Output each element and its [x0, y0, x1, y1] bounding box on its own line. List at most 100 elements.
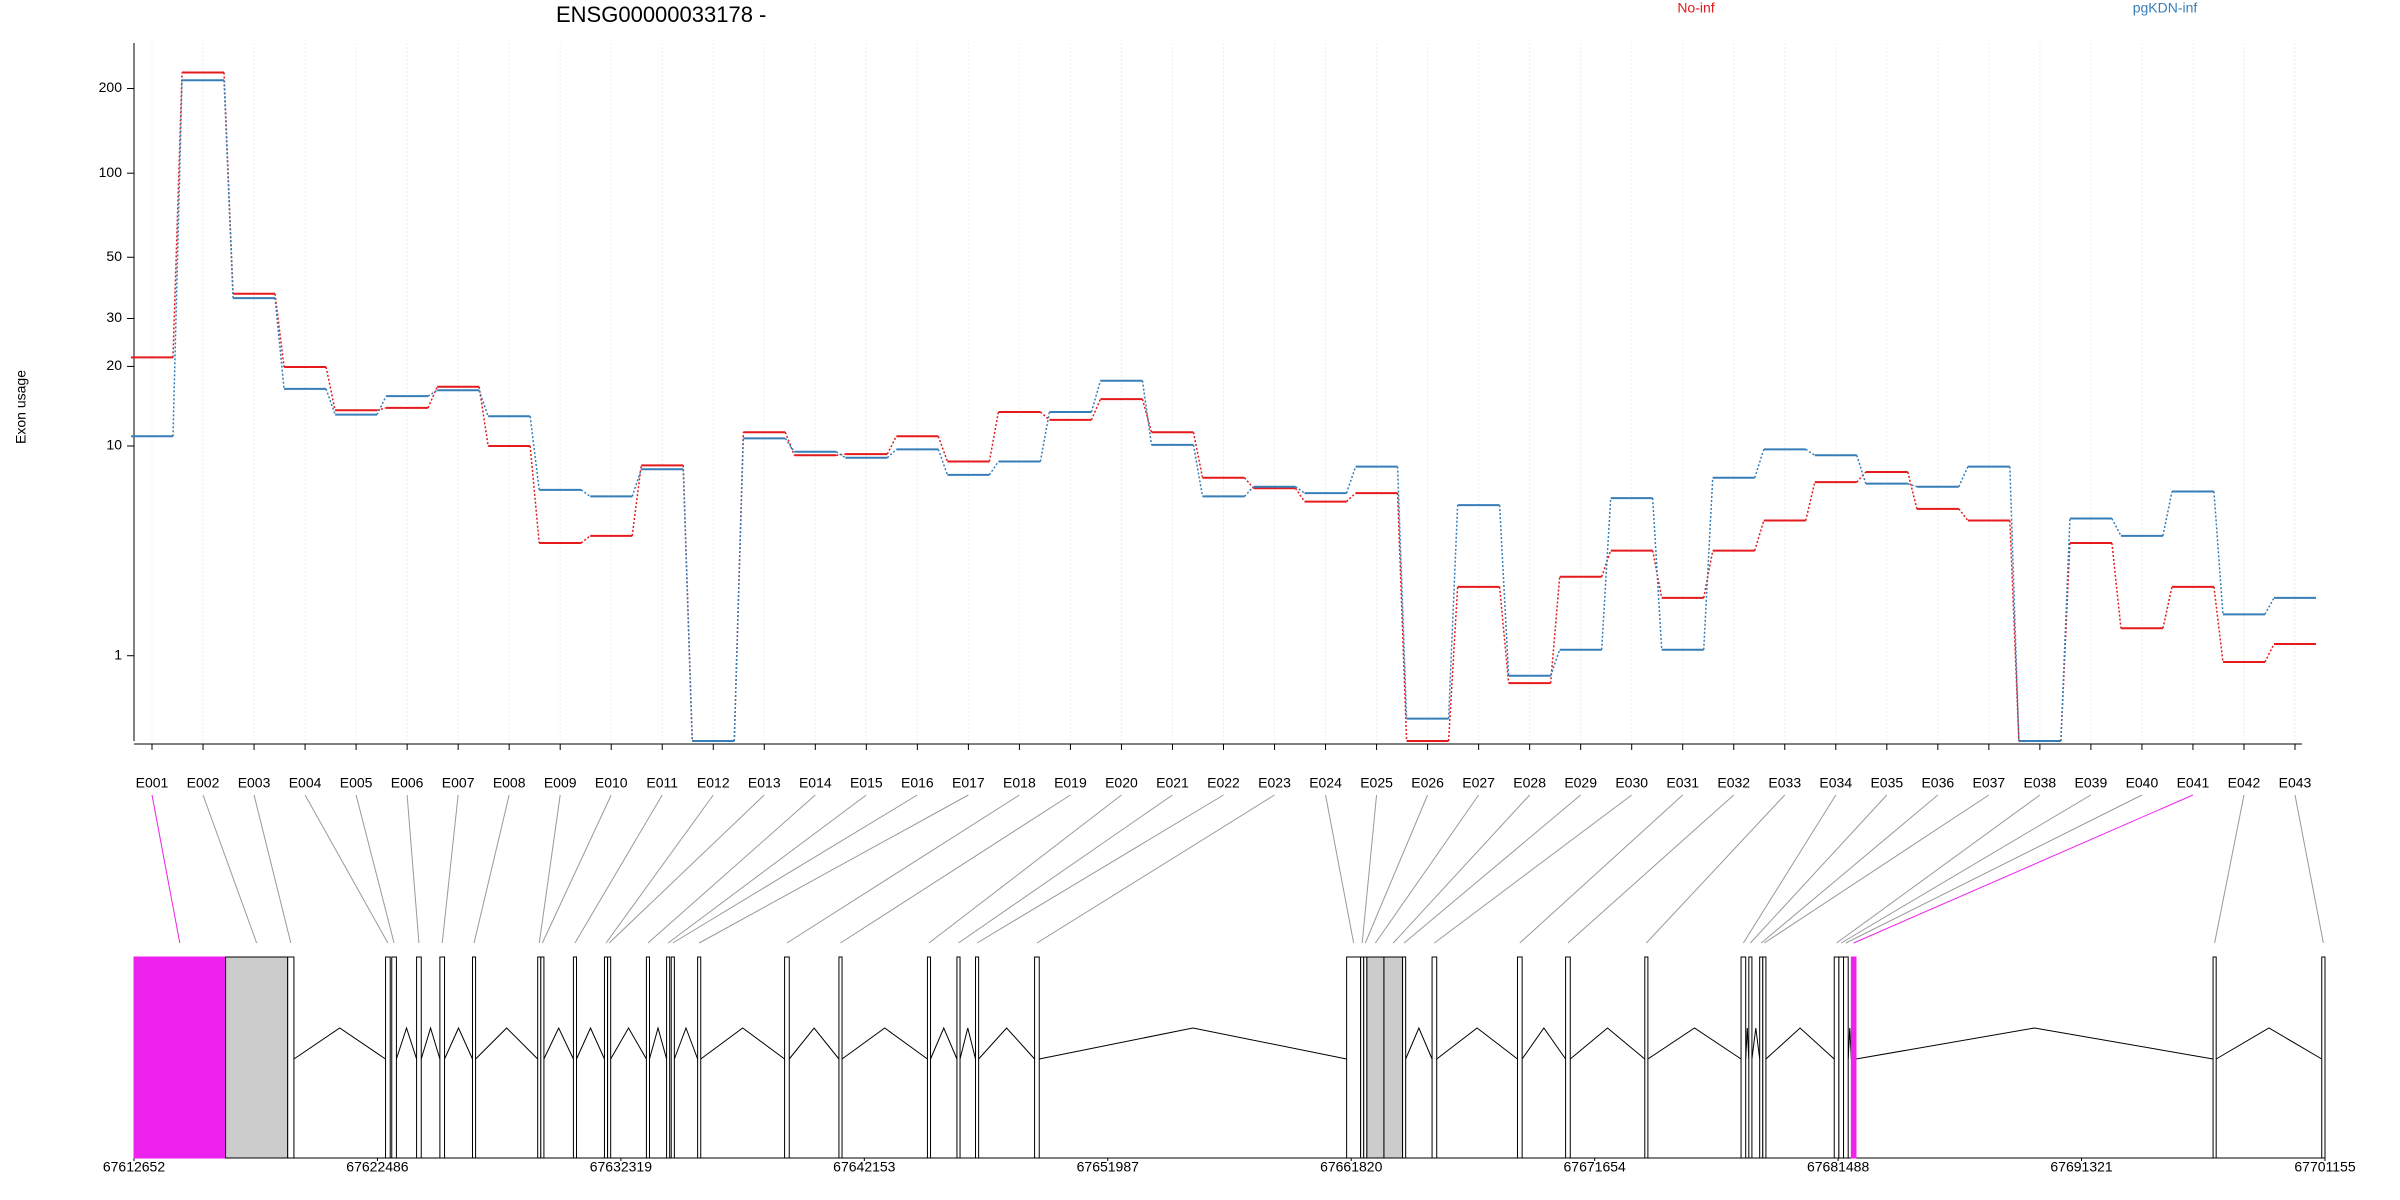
- intron: [1855, 1027, 2214, 1060]
- step-connector: [1651, 498, 1663, 650]
- legend-label: pgKDN-inf: [2133, 0, 2198, 16]
- exon-box: [2321, 956, 2326, 1159]
- exon-box: [2212, 956, 2217, 1159]
- step-connector: [988, 411, 1000, 462]
- step-connector: [1549, 576, 1561, 684]
- chart-title: ENSG00000033178 -: [556, 2, 766, 27]
- exon-link: [1764, 794, 1990, 944]
- x-tick-label: E019: [1054, 775, 1087, 791]
- x-tick-label: E011: [646, 775, 678, 791]
- intron: [1847, 1027, 1852, 1060]
- intron: [1436, 1027, 1518, 1060]
- exon-link: [1853, 794, 2194, 944]
- x-tick-label: E024: [1309, 775, 1342, 791]
- step-connector: [631, 465, 642, 536]
- genomic-tick-label: 67661820: [1320, 1159, 1383, 1175]
- intron: [1569, 1027, 1646, 1060]
- x-tick-label: E027: [1462, 775, 1495, 791]
- exon-link: [304, 794, 389, 944]
- x-tick-label: E043: [2279, 775, 2312, 791]
- step-connector: [1447, 586, 1459, 742]
- step-connector: [835, 451, 846, 459]
- intron: [444, 1026, 473, 1060]
- x-tick-label: E010: [595, 775, 628, 791]
- exon-box: [287, 956, 295, 1159]
- genomic-tick-label: 67612652: [103, 1159, 166, 1175]
- step-connector: [631, 469, 642, 497]
- exon-box: [607, 956, 612, 1159]
- step-connector: [2162, 586, 2173, 629]
- step-connector: [1754, 449, 1765, 478]
- step-connector: [1549, 649, 1561, 676]
- exon-link: [698, 794, 969, 944]
- exon-box: [1366, 956, 1385, 1159]
- exon-link: [786, 794, 1020, 944]
- exon-box: [1346, 956, 1362, 1159]
- step-connector: [172, 80, 183, 437]
- genomic-tick-label: 67632319: [590, 1159, 653, 1175]
- exon-link: [647, 794, 816, 944]
- exon-box: [1740, 956, 1747, 1159]
- step-connector: [376, 407, 387, 412]
- step-connector: [2162, 491, 2173, 536]
- step-connector: [886, 448, 897, 459]
- intron: [930, 1026, 958, 1060]
- step-connector: [1345, 466, 1357, 494]
- exon-box: [1644, 956, 1649, 1159]
- exon-link: [1036, 794, 1275, 944]
- intron: [1765, 1027, 1835, 1060]
- step-connector: [2264, 643, 2275, 663]
- x-tick-label: E021: [1156, 775, 1189, 791]
- exon-link: [1392, 794, 1531, 944]
- genomic-tick-label: 67642153: [833, 1159, 896, 1175]
- step-connector: [937, 449, 949, 476]
- step-connector: [2111, 518, 2122, 537]
- intron: [1751, 1027, 1761, 1060]
- step-connector: [2213, 491, 2224, 615]
- step-connector: [784, 437, 795, 453]
- exon-box: [1838, 956, 1845, 1159]
- exon-link: [1403, 794, 1581, 944]
- step-connector: [1702, 550, 1714, 599]
- exon-link: [608, 794, 765, 944]
- exon-box: [1383, 956, 1404, 1159]
- x-tick-label: E004: [289, 775, 322, 791]
- step-connector: [325, 388, 336, 415]
- exon-link: [1434, 794, 1632, 944]
- y-axis-label: Exon usage: [13, 370, 29, 444]
- intron: [841, 1027, 928, 1060]
- step-connector: [1192, 432, 1204, 478]
- x-tick-label: E041: [2177, 775, 2210, 791]
- step-connector: [274, 298, 285, 389]
- exon-box: [670, 956, 675, 1159]
- step-connector: [1039, 411, 1050, 421]
- y-tick-label: 30: [106, 309, 122, 325]
- step-connector: [274, 293, 285, 368]
- step-connector: [1754, 520, 1765, 551]
- x-tick-label: E037: [1973, 775, 2006, 791]
- x-tick-label: E026: [1411, 775, 1444, 791]
- x-tick-label: E035: [1870, 775, 1903, 791]
- exon-link: [1325, 794, 1355, 944]
- step-connector: [1346, 492, 1357, 503]
- step-connector: [1907, 482, 1918, 488]
- step-connector: [1907, 471, 1918, 510]
- intron: [978, 1027, 1035, 1060]
- exon-link: [1374, 794, 1480, 944]
- exon-link: [1840, 794, 2092, 944]
- intron: [1521, 1027, 1567, 1060]
- exon-link: [355, 794, 395, 944]
- step-connector: [733, 432, 745, 742]
- intron: [543, 1026, 574, 1060]
- y-tick-label: 10: [106, 437, 122, 453]
- x-tick-label: E040: [2126, 775, 2159, 791]
- step-connector: [1958, 508, 1969, 522]
- step-connector: [1090, 398, 1102, 421]
- x-tick-label: E023: [1258, 775, 1291, 791]
- step-connector: [1243, 486, 1255, 497]
- x-tick-label: E001: [136, 775, 169, 791]
- x-tick-label: E017: [952, 775, 985, 791]
- legend-label: No-inf: [1677, 0, 1714, 16]
- exon-box: [225, 956, 289, 1159]
- genomic-tick-label: 67691321: [2050, 1159, 2113, 1175]
